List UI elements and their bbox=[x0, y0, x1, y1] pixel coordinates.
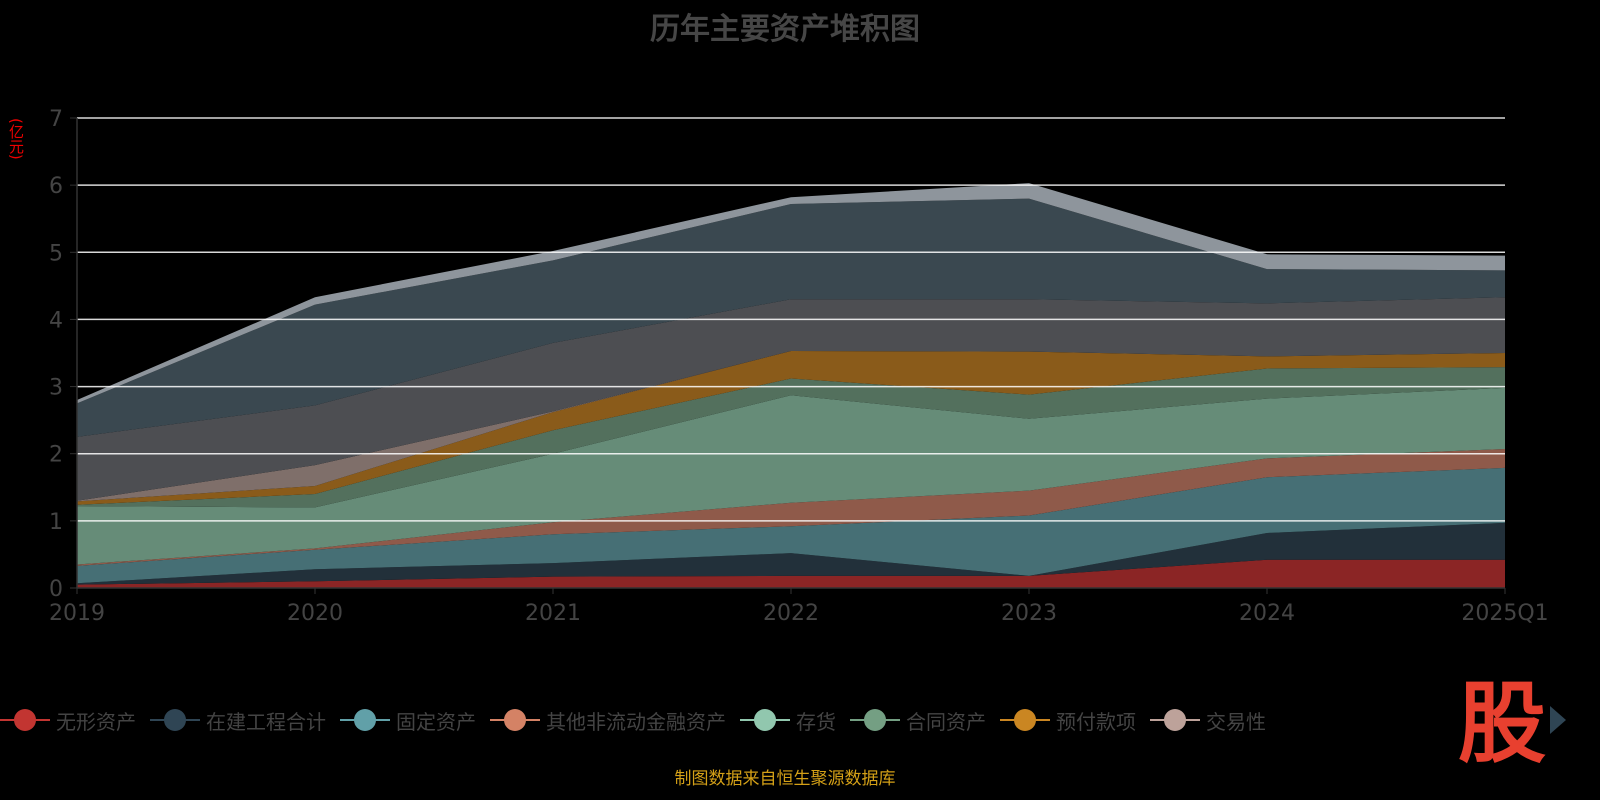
legend-item[interactable]: 固定资产 bbox=[340, 706, 476, 735]
chart-title: 历年主要资产堆积图 bbox=[650, 12, 920, 47]
legend-next-page-icon[interactable] bbox=[1550, 706, 1566, 734]
x-tick-label: 2020 bbox=[287, 601, 343, 626]
area-series-8 bbox=[77, 297, 1505, 501]
y-tick-label: 3 bbox=[49, 376, 63, 401]
legend-item[interactable]: 其他非流动金融资产 bbox=[490, 706, 726, 735]
area-series-1 bbox=[77, 522, 1505, 585]
area-series-7 bbox=[77, 350, 1505, 502]
x-tick-label: 2022 bbox=[763, 601, 819, 626]
legend-label: 其他非流动金融资产 bbox=[546, 709, 726, 734]
legend-label: 存货 bbox=[796, 709, 836, 734]
area-series-0 bbox=[77, 559, 1505, 588]
legend-marker-icon bbox=[340, 708, 390, 732]
area-series-5 bbox=[77, 367, 1505, 508]
area-series-3 bbox=[77, 449, 1505, 566]
y-tick-label: 6 bbox=[49, 174, 63, 199]
y-tick-label: 2 bbox=[49, 443, 63, 468]
y-tick-label: 4 bbox=[49, 308, 63, 333]
x-tick-label: 2019 bbox=[49, 601, 105, 626]
y-axis-unit-label: (亿元) bbox=[7, 118, 25, 160]
legend-item[interactable]: 在建工程合计 bbox=[150, 706, 326, 735]
legend-item[interactable]: 无形资产 bbox=[0, 706, 136, 735]
y-tick-label: 7 bbox=[49, 107, 63, 132]
x-tick-label: 2023 bbox=[1001, 601, 1057, 626]
data-source-note: 制图数据来自恒生聚源数据库 bbox=[674, 769, 896, 789]
x-tick-label: 2025Q1 bbox=[1461, 601, 1548, 626]
legend-label: 交易性 bbox=[1206, 709, 1266, 734]
legend-marker-icon bbox=[0, 708, 50, 732]
area-series-10 bbox=[77, 183, 1505, 404]
x-tick-label: 2021 bbox=[525, 601, 581, 626]
y-tick-label: 0 bbox=[49, 577, 63, 602]
x-tick-label: 2024 bbox=[1239, 601, 1295, 626]
y-tick-label: 5 bbox=[49, 241, 63, 266]
legend-label: 在建工程合计 bbox=[206, 709, 326, 734]
legend-marker-icon bbox=[850, 708, 900, 732]
legend-label: 预付款项 bbox=[1056, 709, 1136, 734]
legend-label: 固定资产 bbox=[396, 709, 476, 734]
legend-item[interactable]: 合同资产 bbox=[850, 706, 986, 735]
logo-watermark: 股 bbox=[1458, 672, 1547, 775]
legend-label: 合同资产 bbox=[906, 709, 986, 734]
y-tick-label: 1 bbox=[49, 510, 63, 535]
legend-item[interactable]: 交易性 bbox=[1150, 706, 1266, 735]
legend-marker-icon bbox=[150, 708, 200, 732]
legend-marker-icon bbox=[1150, 708, 1200, 732]
legend-item[interactable]: 预付款项 bbox=[1000, 706, 1136, 735]
area-series-2 bbox=[77, 467, 1505, 584]
area-series-6 bbox=[77, 350, 1505, 505]
area-series-9 bbox=[77, 198, 1505, 437]
legend-marker-icon bbox=[740, 708, 790, 732]
legend-label: 无形资产 bbox=[56, 709, 136, 734]
legend-item[interactable]: 存货 bbox=[740, 706, 836, 735]
legend: 无形资产 在建工程合计 固定资产 其他非流动金融资产 存货 合同资产 预付款项 交易性 bbox=[0, 705, 1552, 735]
legend-marker-icon bbox=[1000, 708, 1050, 732]
legend-marker-icon bbox=[490, 708, 540, 732]
